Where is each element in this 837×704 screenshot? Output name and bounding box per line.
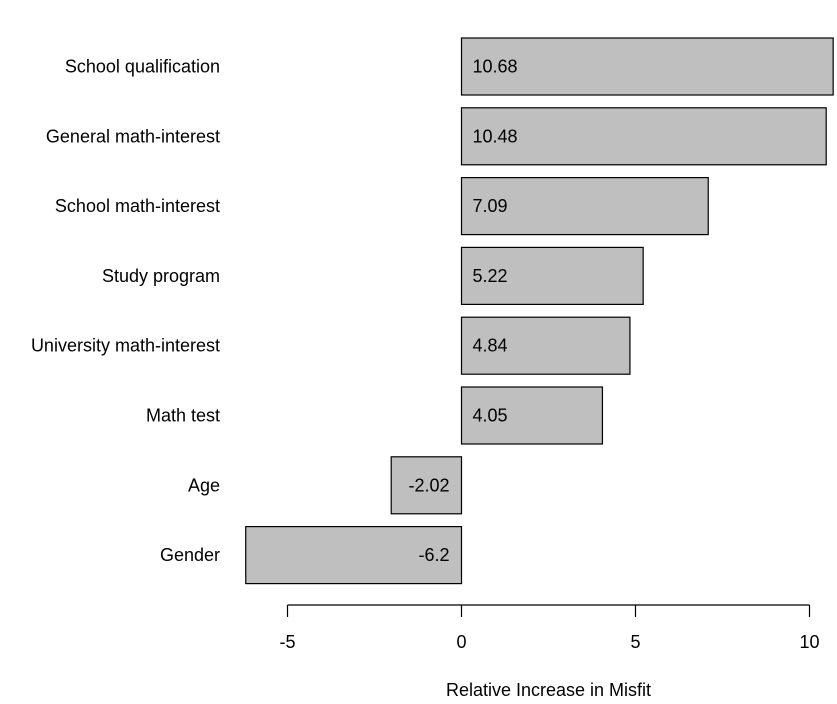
value-label: 10.68 [473,57,518,77]
category-labels-group: School qualification General math-interes… [31,57,220,566]
x-tick-label: 0 [456,632,466,652]
value-label: -6.2 [418,545,449,565]
value-labels-group: 10.68 10.48 7.09 5.22 4.84 4.05 -2.02 -6.2 [408,57,517,566]
value-label: 7.09 [473,196,508,216]
bar [460,316,631,375]
category-label: University math-interest [31,336,220,356]
bars-group [245,37,834,585]
value-label: 4.84 [473,336,508,356]
x-axis: -5 0 5 10 [279,604,820,652]
value-label: 5.22 [473,266,508,286]
bar [460,37,834,96]
bar [390,456,463,515]
category-label: Study program [102,266,220,286]
category-label: Gender [160,545,220,565]
bar [460,246,644,305]
category-label: Age [188,475,220,495]
category-label: School qualification [65,57,220,77]
x-tick-label: 10 [799,632,819,652]
x-tick-label: 5 [630,632,640,652]
bar [460,177,709,236]
category-label: General math-interest [46,126,220,146]
category-label: Math test [146,406,220,426]
value-label: -2.02 [408,475,449,495]
category-label: School math-interest [55,196,220,216]
value-label: 10.48 [473,126,518,146]
x-axis-label: Relative Increase in Misfit [446,680,651,700]
x-tick-label: -5 [279,632,295,652]
value-label: 4.05 [473,406,508,426]
bar [460,107,827,166]
bar [460,386,604,445]
bar [245,525,463,585]
